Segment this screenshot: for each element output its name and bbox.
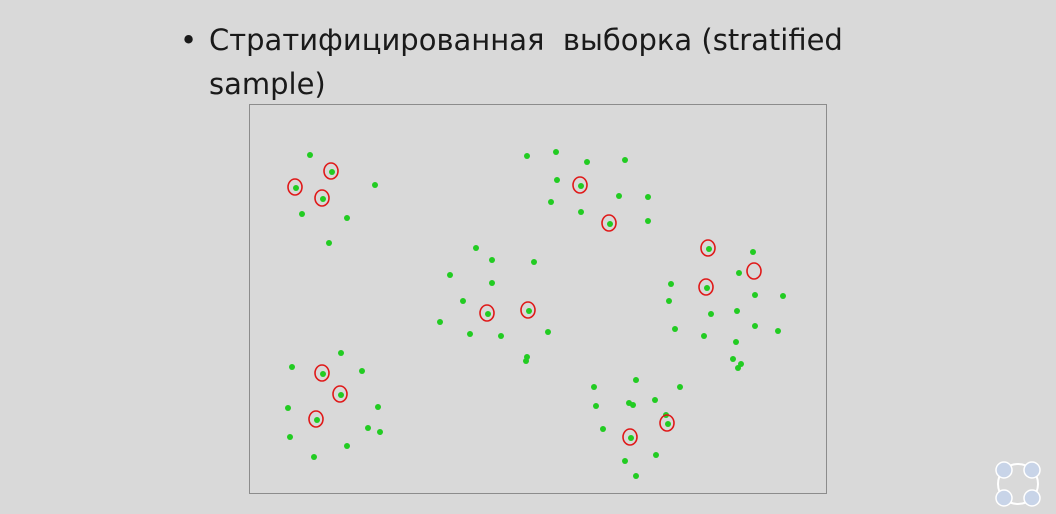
data-point: [708, 311, 714, 317]
data-point: [780, 293, 786, 299]
selected-sample-circle: [601, 214, 617, 232]
data-point: [775, 328, 781, 334]
data-point: [672, 326, 678, 332]
data-point: [704, 285, 710, 291]
data-point: [320, 196, 326, 202]
data-point: [677, 384, 683, 390]
selected-sample-circle: [572, 176, 588, 194]
data-point: [578, 209, 584, 215]
selected-sample-circle: [479, 304, 495, 322]
data-point: [750, 249, 756, 255]
data-point: [293, 185, 299, 191]
data-point: [299, 211, 305, 217]
selected-sample-circle: [323, 162, 339, 180]
data-point: [652, 397, 658, 403]
selected-sample-circle: [700, 239, 716, 257]
data-point: [735, 365, 741, 371]
data-point: [734, 308, 740, 314]
data-point: [554, 177, 560, 183]
bullet-text: Стратифицированная выборка (stratified s…: [209, 23, 843, 101]
data-point: [548, 199, 554, 205]
data-point: [622, 458, 628, 464]
data-point: [701, 333, 707, 339]
data-point: [600, 426, 606, 432]
data-point: [633, 377, 639, 383]
data-point: [593, 403, 599, 409]
data-point: [307, 152, 313, 158]
data-point: [498, 333, 504, 339]
navigation-icon: [995, 461, 1041, 507]
selected-sample-circle: [659, 414, 675, 432]
data-point: [633, 473, 639, 479]
data-point: [616, 193, 622, 199]
selected-sample-circle: [314, 189, 330, 207]
bullet-marker: •: [180, 23, 198, 57]
data-point: [437, 319, 443, 325]
selected-sample-circle: [622, 428, 638, 446]
data-point: [645, 218, 651, 224]
data-point: [752, 323, 758, 329]
data-point: [545, 329, 551, 335]
data-point: [287, 434, 293, 440]
data-point: [653, 452, 659, 458]
data-point: [645, 194, 651, 200]
data-point: [531, 259, 537, 265]
data-point: [460, 298, 466, 304]
selected-sample-circle: [308, 410, 324, 428]
selected-sample-circle: [520, 301, 536, 319]
data-point: [344, 215, 350, 221]
data-point: [289, 364, 295, 370]
data-point: [365, 425, 371, 431]
data-point: [733, 339, 739, 345]
data-point: [314, 417, 320, 423]
data-point: [344, 443, 350, 449]
data-point: [578, 183, 584, 189]
data-point: [326, 240, 332, 246]
data-point: [752, 292, 758, 298]
data-point: [607, 221, 613, 227]
data-point: [665, 421, 671, 427]
scatter-plot-frame: [249, 104, 827, 494]
selected-sample-circle: [287, 178, 303, 196]
data-point: [730, 356, 736, 362]
data-point: [591, 384, 597, 390]
data-point: [706, 246, 712, 252]
data-point: [311, 454, 317, 460]
data-point: [622, 157, 628, 163]
data-point: [372, 182, 378, 188]
data-point: [489, 280, 495, 286]
data-point: [329, 169, 335, 175]
data-point: [467, 331, 473, 337]
data-point: [524, 153, 530, 159]
data-point: [526, 308, 532, 314]
data-point: [377, 429, 383, 435]
data-point: [338, 350, 344, 356]
data-point: [666, 298, 672, 304]
data-point: [320, 371, 326, 377]
selected-sample-circle: [698, 278, 714, 296]
data-point: [630, 402, 636, 408]
data-point: [668, 281, 674, 287]
slide-navigation-widget[interactable]: [992, 458, 1044, 510]
data-point: [628, 435, 634, 441]
data-point: [473, 245, 479, 251]
selected-sample-circle: [314, 364, 330, 382]
data-point: [485, 311, 491, 317]
data-point: [584, 159, 590, 165]
scatter-plot: [285, 149, 786, 479]
data-point: [338, 392, 344, 398]
selected-sample-circle: [746, 262, 762, 280]
data-point: [736, 270, 742, 276]
data-point: [359, 368, 365, 374]
data-point: [285, 405, 291, 411]
data-point: [523, 358, 529, 364]
data-point: [489, 257, 495, 263]
data-point: [375, 404, 381, 410]
selected-sample-circle: [332, 385, 348, 403]
data-point: [447, 272, 453, 278]
data-point: [553, 149, 559, 155]
